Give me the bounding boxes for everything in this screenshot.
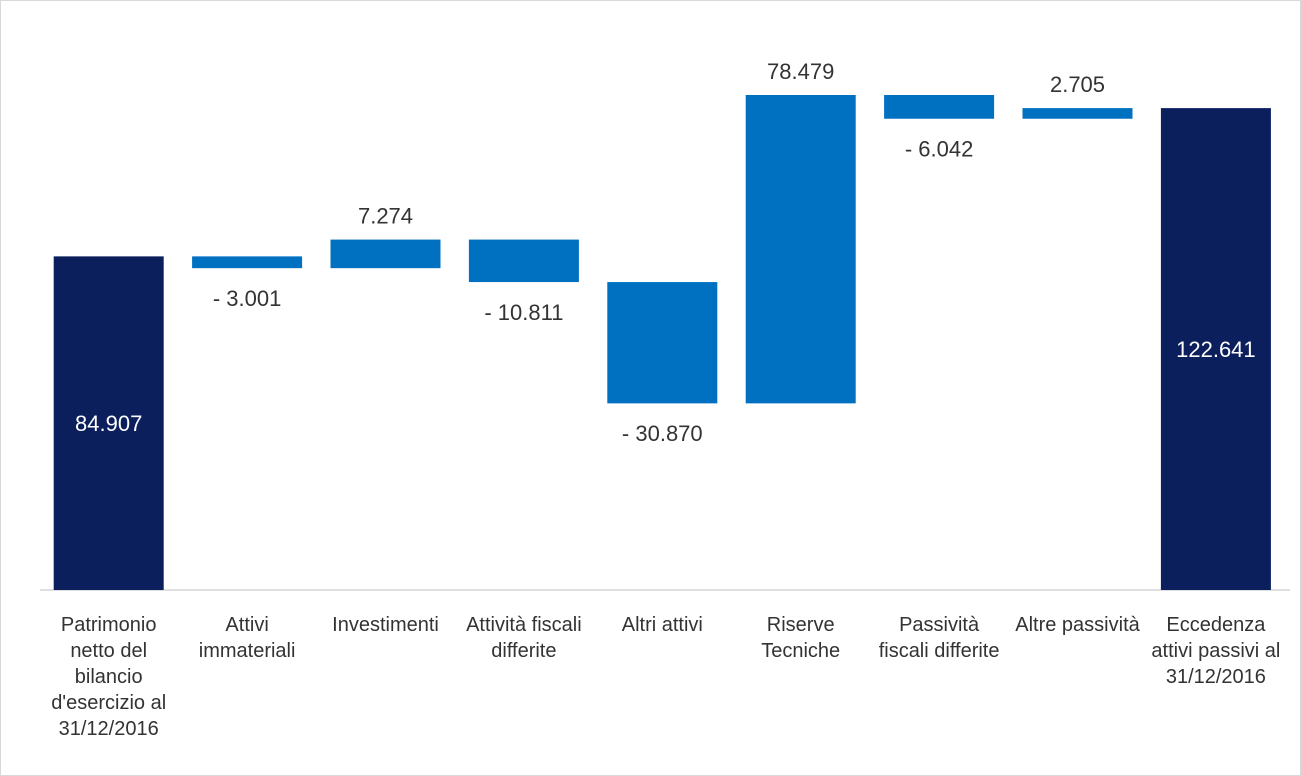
category-label: Attivi immateriali (198, 614, 296, 662)
value-label: 7.274 (358, 203, 413, 228)
value-label: 78.479 (767, 59, 834, 84)
value-label: 122.641 (1176, 337, 1256, 362)
category-label: Riserve Tecniche (761, 614, 841, 662)
total-bar (53, 256, 164, 590)
change-bar (745, 95, 856, 404)
value-label: 2.705 (1050, 72, 1105, 97)
category-label: Passività fiscali differite (878, 614, 1000, 662)
category-label: Altre passività (1015, 614, 1140, 636)
value-label: - 3.001 (213, 286, 282, 311)
value-label: - 30.870 (622, 421, 703, 446)
total-bar (1160, 108, 1271, 590)
value-label: - 10.811 (484, 300, 563, 325)
change-bar (607, 282, 718, 404)
change-bar (468, 239, 579, 283)
change-bar (192, 256, 303, 269)
category-label: Eccedenza attivi passivi al 31/12/2016 (1151, 614, 1281, 688)
value-label: - 6.042 (905, 137, 974, 162)
category-label: Altri attivi (621, 614, 703, 636)
change-bar (330, 239, 441, 269)
category-label: Patrimonio netto del bilancio d'esercizi… (51, 614, 167, 740)
value-label: 84.907 (75, 411, 142, 436)
category-label: Attività fiscali differite (466, 614, 582, 662)
change-bar (1022, 108, 1133, 119)
category-label: Investimenti (332, 614, 439, 636)
change-bar (884, 95, 995, 119)
